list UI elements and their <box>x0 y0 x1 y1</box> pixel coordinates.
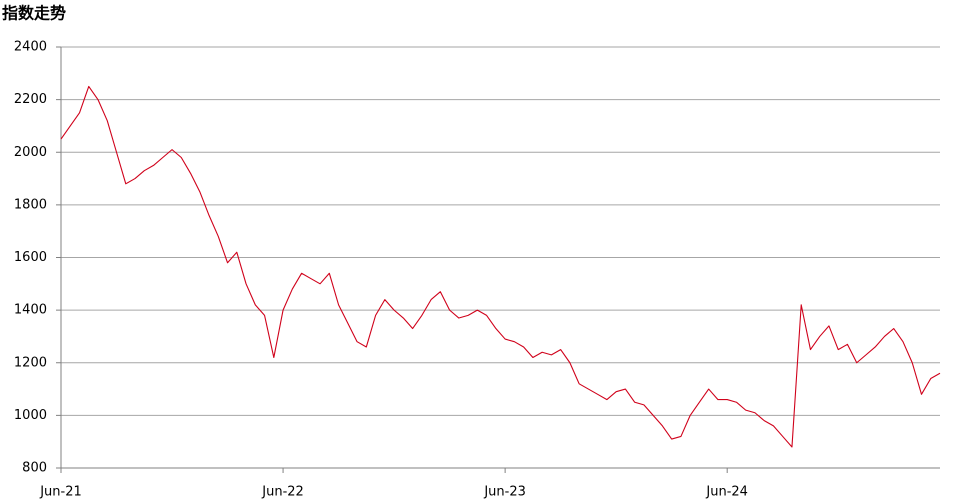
chart-title: 指数走势 <box>2 4 66 23</box>
x-tick-label: Jun-23 <box>483 485 526 500</box>
x-tick-label: Jun-24 <box>705 485 748 500</box>
y-tick-label: 2000 <box>14 145 47 160</box>
y-tick-label: 2400 <box>14 40 47 55</box>
y-tick-label: 1800 <box>14 197 47 212</box>
x-tick-label: Jun-22 <box>261 485 304 500</box>
y-tick-label: 2200 <box>14 92 47 107</box>
y-tick-label: 1000 <box>14 408 47 423</box>
x-tick-label: Jun-21 <box>39 485 82 500</box>
y-tick-label: 1400 <box>14 303 47 318</box>
y-tick-label: 1600 <box>14 250 47 265</box>
y-tick-label: 1200 <box>14 355 47 370</box>
y-tick-label: 800 <box>22 461 47 476</box>
series-line <box>60 85 941 448</box>
